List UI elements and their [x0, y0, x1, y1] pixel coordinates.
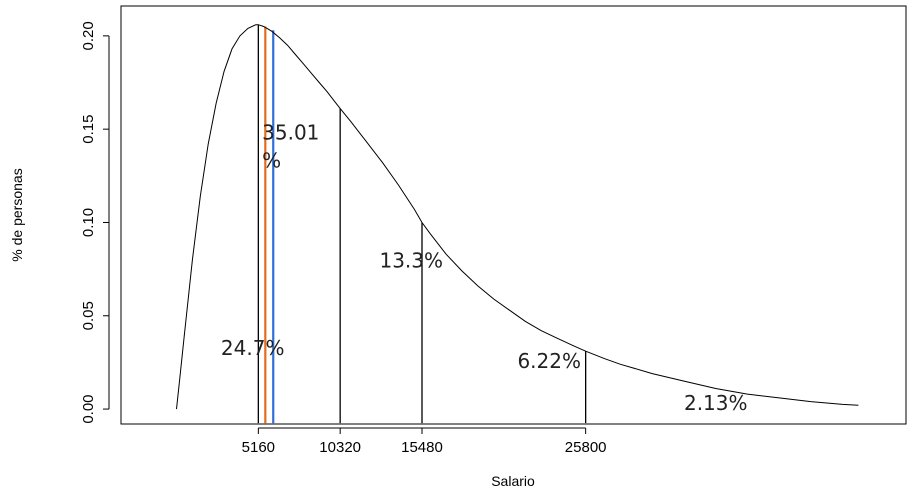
y-tick-label: 0.10 — [80, 208, 97, 237]
plot-frame — [120, 5, 907, 425]
x-axis-label: Salario — [491, 473, 535, 489]
percentage-label: 24.7% — [221, 336, 285, 360]
x-tick-label: 5160 — [242, 439, 275, 456]
y-tick-label: 0.00 — [80, 394, 97, 423]
density-curve — [176, 24, 859, 410]
x-tick-label: 25800 — [565, 439, 607, 456]
percentage-label: 35.01 — [262, 120, 319, 144]
x-tick-label: 15480 — [401, 439, 443, 456]
percentage-label: 6.22% — [517, 349, 581, 373]
percentage-label: 13.3% — [379, 248, 443, 272]
y-tick-label: 0.15 — [80, 115, 97, 144]
percentage-label: 2.13% — [684, 391, 748, 415]
y-tick-label: 0.05 — [80, 301, 97, 330]
x-axis: 5160 10320 15480 25800 — [242, 427, 607, 456]
percentage-labels: 24.7% 35.01% 13.3% 6.22% 2.13% — [221, 120, 748, 415]
vertical-lines — [257, 24, 587, 424]
y-axis-label: % de personas — [9, 168, 25, 261]
y-tick-label: 0.20 — [80, 21, 97, 50]
percentage-label: % — [262, 148, 281, 172]
y-axis: 0.00 0.05 0.10 0.15 0.20 — [80, 21, 110, 424]
x-tick-label: 10320 — [319, 439, 361, 456]
